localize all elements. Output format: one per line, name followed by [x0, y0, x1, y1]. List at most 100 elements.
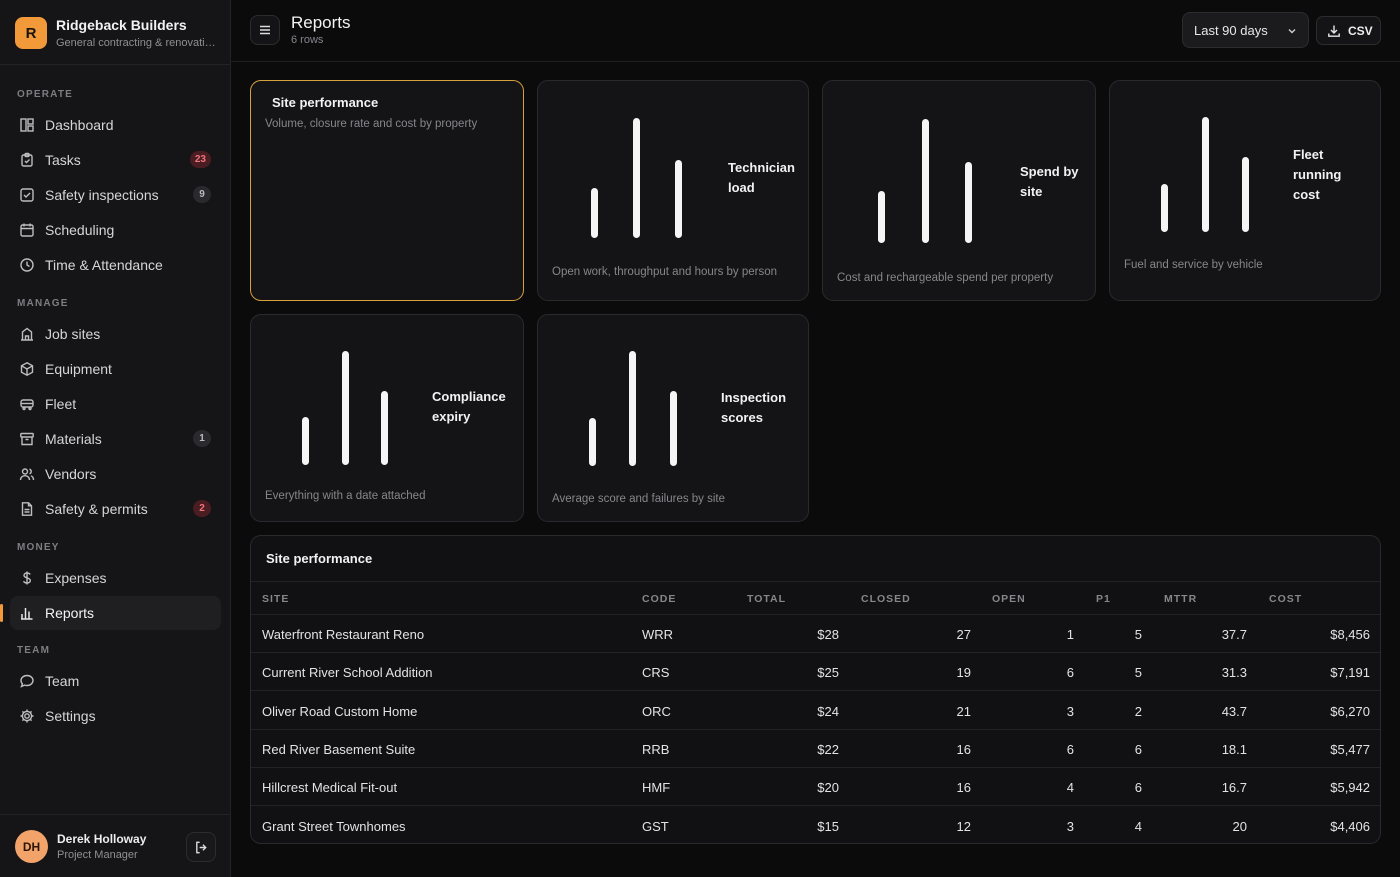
cell-closed: 12 — [956, 818, 971, 834]
header: Reports 6 rows Last 90 days CSV — [231, 0, 1400, 62]
sidebar-item-safety-permits[interactable]: Safety & permits 2 — [10, 492, 221, 526]
logout-icon — [195, 841, 207, 853]
sidebar-item-equipment[interactable]: Equipment — [10, 352, 221, 386]
report-card-site-performance[interactable]: Site performance Volume, closure rate an… — [250, 80, 524, 301]
table-row[interactable]: Hillcrest Medical Fit-out HMF $20 16 4 6 16.7 $… — [251, 768, 1380, 807]
sidebar-item-label: Equipment — [45, 361, 112, 377]
column-header-mttr[interactable]: MTTR — [1164, 593, 1198, 605]
sidebar-item-settings[interactable]: Settings — [10, 699, 221, 733]
report-card-compliance-expiry[interactable]: Compliance expiry Everything with a date… — [250, 314, 524, 522]
user-bar: DH Derek Holloway Project Manager — [0, 814, 230, 877]
sidebar-item-label: Dashboard — [45, 117, 114, 133]
sidebar-item-tasks[interactable]: Tasks 23 — [10, 143, 221, 177]
chevron-down-icon — [1288, 29, 1296, 34]
cell-site: Oliver Road Custom Home — [262, 703, 418, 719]
cell-p1: 6 — [1134, 741, 1142, 757]
bar-chart-icon — [589, 351, 677, 466]
table-row[interactable]: Oliver Road Custom Home ORC $24 21 3 2 43.7 $6,… — [251, 692, 1380, 730]
column-header-closed[interactable]: CLOSED — [861, 593, 911, 605]
sidebar-item-vendors[interactable]: Vendors — [10, 457, 221, 491]
bar-chart-icon — [878, 119, 972, 243]
sidebar-item-job-sites[interactable]: Job sites — [10, 317, 221, 351]
clock-icon — [19, 257, 35, 273]
section-label-money: MONEY — [17, 542, 60, 553]
cell-total: $15 — [817, 818, 839, 834]
date-range-select[interactable]: Last 90 days — [1182, 12, 1309, 48]
cell-p1: 5 — [1134, 627, 1142, 642]
cell-open: 3 — [1066, 703, 1074, 719]
sidebar-item-materials[interactable]: Materials 1 — [10, 422, 221, 456]
bar-chart-icon — [1161, 117, 1249, 232]
cell-p1: 2 — [1134, 703, 1142, 719]
materials-badge: 1 — [193, 430, 211, 447]
cell-site: Hillcrest Medical Fit-out — [262, 780, 398, 796]
cell-total: $28 — [817, 627, 839, 642]
column-header-site[interactable]: SITE — [262, 593, 290, 605]
dashboard-icon — [19, 117, 35, 133]
cell-open: 6 — [1066, 741, 1074, 757]
menu-toggle-button[interactable] — [250, 15, 280, 45]
sidebar-item-time-attendance[interactable]: Time & Attendance — [10, 248, 221, 282]
table-row[interactable]: Waterfront Restaurant Reno WRR $28 27 1 5 37.7… — [251, 615, 1380, 653]
cell-open: 4 — [1066, 780, 1074, 796]
cell-code: ORC — [642, 703, 671, 719]
table-row[interactable]: Grant Street Townhomes GST $15 12 3 4 20 $4,406 — [251, 807, 1380, 844]
cell-open: 6 — [1066, 665, 1074, 681]
cell-code: CRS — [642, 665, 670, 681]
sidebar-item-expenses[interactable]: Expenses — [10, 561, 221, 595]
report-card-inspection-scores[interactable]: Inspection scores Average score and fail… — [537, 314, 809, 522]
calendar-icon — [19, 222, 35, 238]
card-description: Volume, closure rate and cost by propert… — [265, 118, 478, 130]
sidebar-item-fleet[interactable]: Fleet — [10, 387, 221, 421]
cell-closed: 16 — [956, 741, 971, 757]
export-csv-button[interactable]: CSV — [1316, 16, 1381, 45]
table-row[interactable]: Current River School Addition CRS $25 19 6 5 3… — [251, 653, 1380, 692]
cell-site: Red River Basement Suite — [262, 741, 416, 757]
csv-label: CSV — [1348, 24, 1373, 38]
card-description: Average score and failures by site — [552, 493, 726, 505]
cell-mttr: 18.1 — [1221, 741, 1247, 757]
report-card-spend-by-site[interactable]: Spend by site Cost and rechargeable spen… — [822, 80, 1096, 301]
report-card-fleet-running-cost[interactable]: Fleet running cost Fuel and service by v… — [1109, 80, 1381, 301]
card-title: Inspection scores — [721, 390, 787, 425]
cell-cost: $8,456 — [1330, 627, 1370, 642]
column-header-open[interactable]: OPEN — [992, 593, 1026, 605]
clipboard-icon — [19, 152, 35, 168]
card-title: Technician load — [728, 160, 795, 195]
cell-site: Current River School Addition — [262, 665, 433, 681]
cell-code: GST — [642, 818, 669, 834]
cell-closed: 16 — [956, 780, 971, 796]
sidebar-item-team[interactable]: Team — [10, 664, 221, 698]
cell-cost: $7,191 — [1330, 665, 1370, 681]
card-title: Fleet running cost — [1293, 147, 1342, 202]
cell-cost: $6,270 — [1330, 703, 1370, 719]
table-row[interactable]: Red River Basement Suite RRB $22 16 6 6 18.1 $5… — [251, 730, 1380, 768]
brand: R Ridgeback Builders General contracting… — [0, 0, 230, 65]
cell-total: $24 — [817, 703, 839, 719]
column-header-code[interactable]: CODE — [642, 593, 677, 605]
cell-cost: $4,406 — [1330, 818, 1370, 834]
safety-inspections-badge: 9 — [193, 186, 211, 203]
cell-mttr: 16.7 — [1221, 780, 1247, 796]
sidebar-item-safety-inspections[interactable]: Safety inspections 9 — [10, 178, 221, 212]
gear-icon — [19, 708, 35, 724]
card-description: Open work, throughput and hours by perso… — [552, 266, 778, 278]
sidebar-item-label: Vendors — [45, 466, 97, 482]
logout-button[interactable] — [186, 832, 216, 862]
truck-icon — [19, 396, 35, 412]
cell-code: HMF — [642, 780, 671, 796]
column-header-cost[interactable]: COST — [1269, 593, 1303, 605]
sidebar-item-label: Tasks — [45, 152, 81, 168]
report-card-technician-load[interactable]: Technician load Open work, throughput an… — [537, 80, 809, 301]
column-header-p1[interactable]: P1 — [1096, 593, 1111, 605]
cell-total: $22 — [817, 741, 839, 757]
user-name: Derek Holloway — [57, 832, 147, 846]
column-header-total[interactable]: TOTAL — [747, 593, 787, 605]
sidebar-item-scheduling[interactable]: Scheduling — [10, 213, 221, 247]
sidebar-item-label: Reports — [45, 605, 95, 621]
card-description: Everything with a date attached — [265, 490, 426, 502]
sidebar: R Ridgeback Builders General contracting… — [0, 0, 231, 877]
sidebar-item-dashboard[interactable]: Dashboard — [10, 108, 221, 142]
row-count: 6 rows — [291, 34, 324, 46]
sidebar-item-reports[interactable]: Reports — [0, 596, 221, 630]
